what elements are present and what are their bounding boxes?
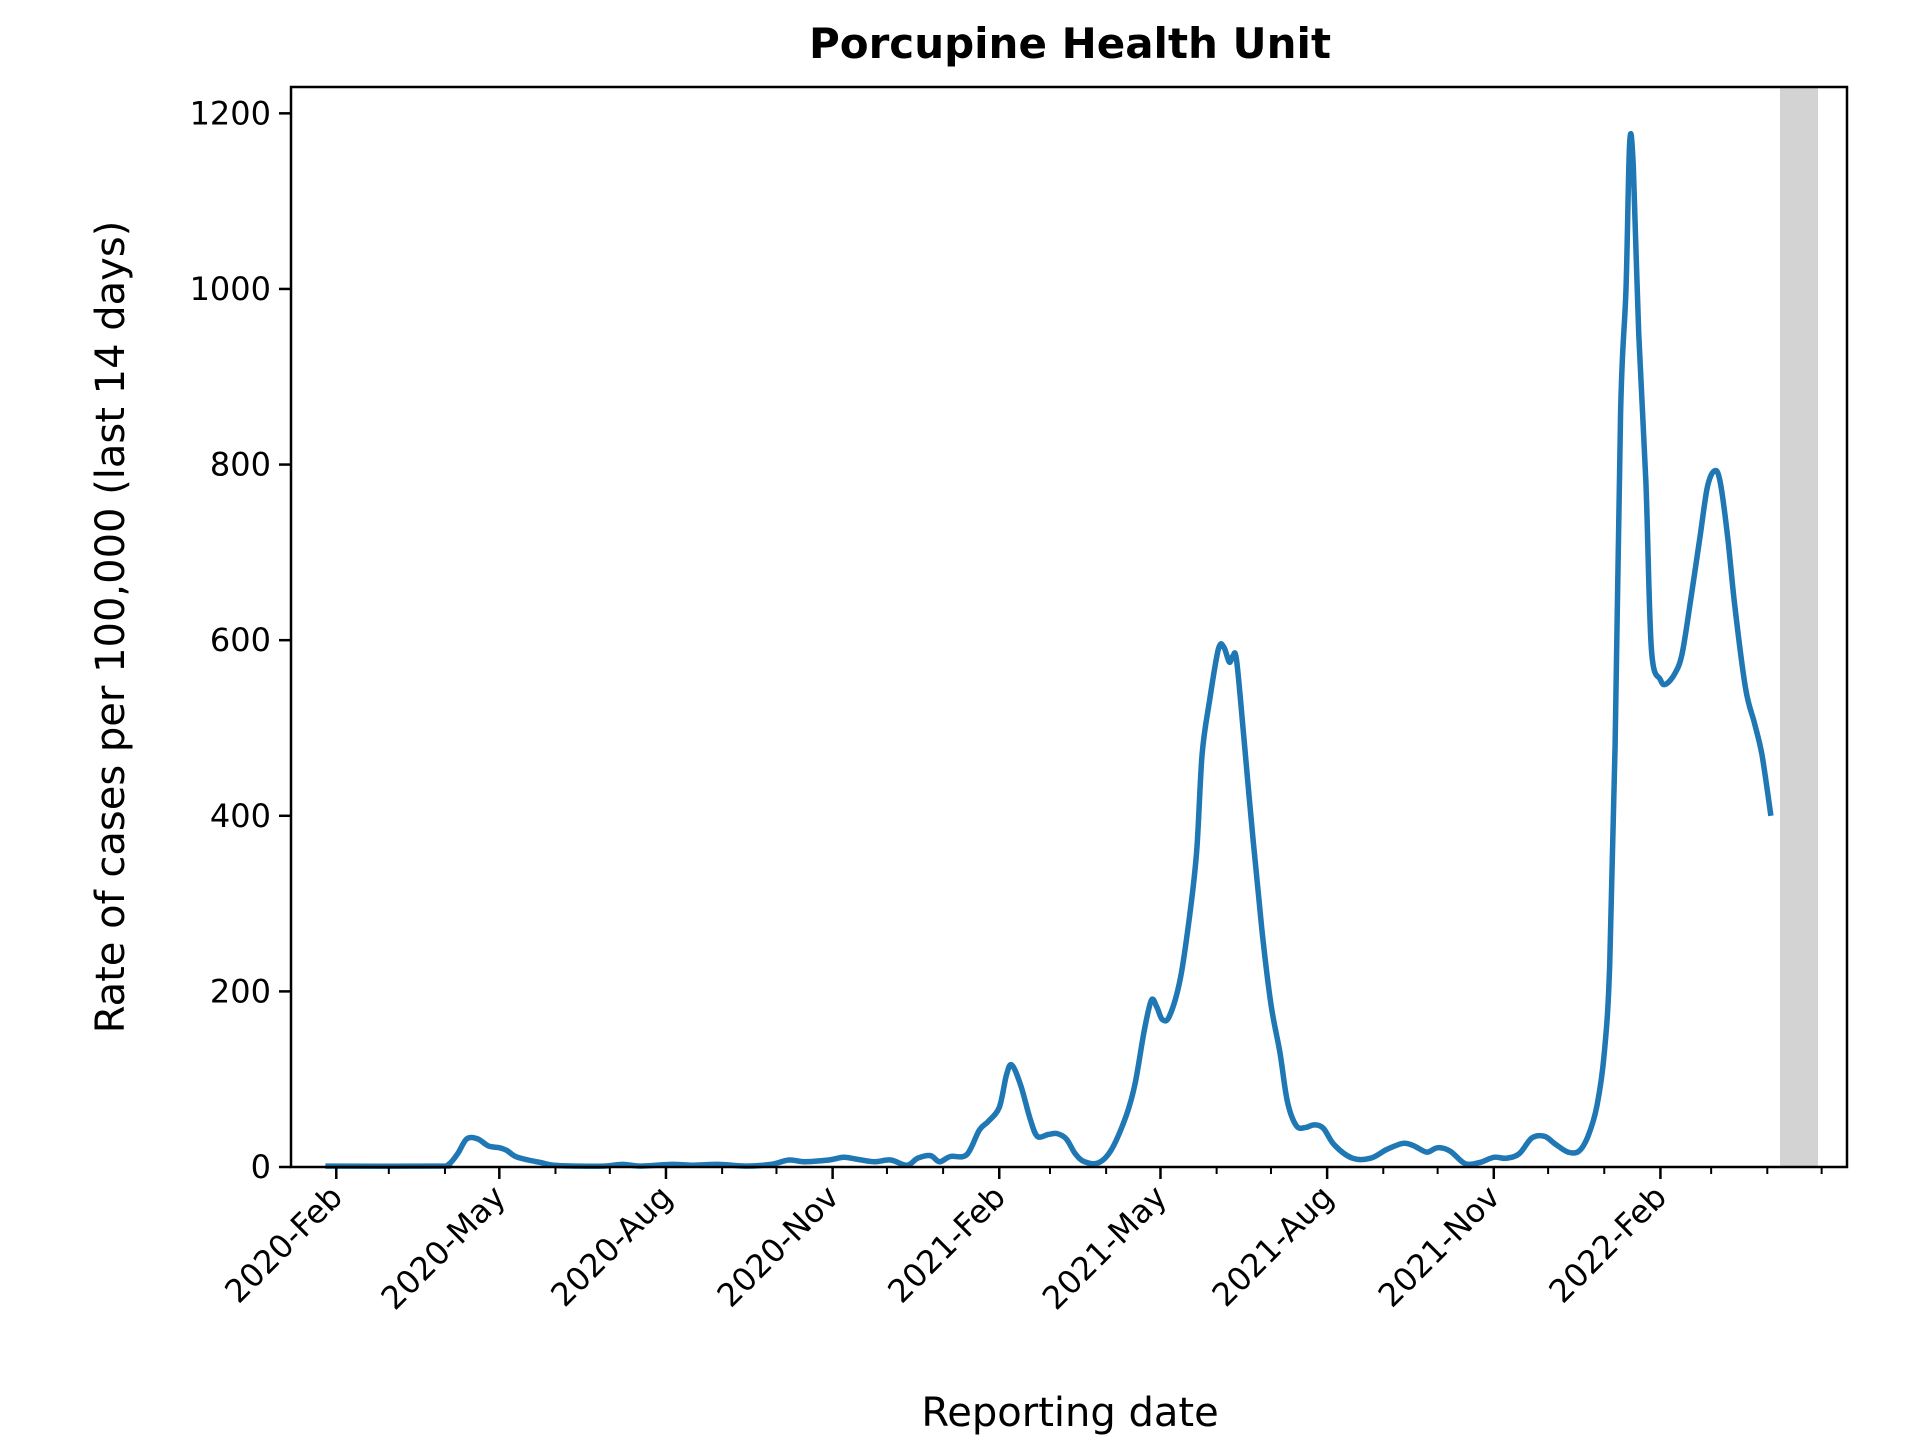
y-tick-label: 400 bbox=[210, 797, 271, 835]
plot-frame bbox=[289, 85, 1849, 1169]
shaded-region-layer bbox=[1779, 87, 1819, 1167]
y-axis: 0 200 400 600 800 1000 1200 bbox=[190, 94, 291, 1186]
x-axis-title: Reporting date bbox=[921, 1390, 1218, 1436]
x-tick-label: 2021-Feb bbox=[880, 1178, 1013, 1311]
x-tick-label: 2020-Aug bbox=[543, 1178, 679, 1314]
shaded-region bbox=[1779, 87, 1819, 1167]
y-tick-label: 200 bbox=[210, 972, 271, 1010]
x-tick-label: 2022-Feb bbox=[1541, 1178, 1674, 1311]
x-tick-label: 2021-Nov bbox=[1371, 1178, 1508, 1315]
x-tick-label: 2021-Aug bbox=[1204, 1178, 1340, 1314]
x-tick-label: 2021-May bbox=[1035, 1178, 1174, 1317]
series-line-0 bbox=[325, 130, 1774, 1170]
y-tick-label: 1200 bbox=[190, 94, 271, 132]
y-tick-label: 600 bbox=[210, 621, 271, 659]
y-axis-title: Rate of cases per 100,000 (last 14 days) bbox=[88, 221, 134, 1034]
series-line-layer bbox=[325, 130, 1774, 1170]
x-tick-label: 2020-May bbox=[374, 1178, 513, 1317]
y-tick-label: 0 bbox=[251, 1148, 271, 1186]
y-tick-label: 1000 bbox=[190, 270, 271, 308]
x-tick-label: 2020-Nov bbox=[709, 1178, 846, 1315]
x-tick-label: 2020-Feb bbox=[217, 1178, 350, 1311]
y-tick-label: 800 bbox=[210, 446, 271, 484]
x-axis: 2020-Feb 2020-May 2020-Aug 2020-Nov 2021-Feb… bbox=[217, 1167, 1823, 1317]
chart-title: Porcupine Health Unit bbox=[809, 19, 1331, 68]
